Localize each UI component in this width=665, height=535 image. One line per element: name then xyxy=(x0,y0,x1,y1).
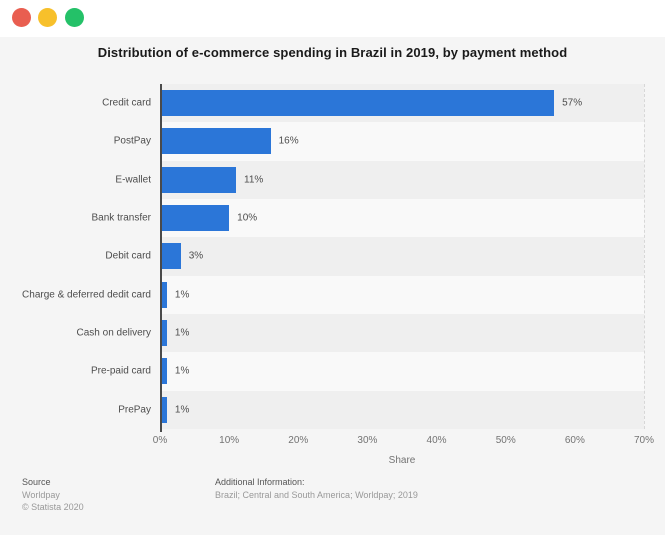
value-label: 1% xyxy=(174,327,190,339)
bar-row: PostPay 16% xyxy=(114,122,644,161)
bar xyxy=(160,128,271,155)
y-axis-line xyxy=(160,84,162,432)
source-block: Source Worldpay © Statista 2020 xyxy=(22,477,84,514)
value-label: 1% xyxy=(174,289,190,301)
x-tick-label: 40% xyxy=(426,435,447,446)
category-label: Debit card xyxy=(105,250,151,262)
additional-info-block: Additional Information: Brazil; Central … xyxy=(215,477,418,502)
x-tick-label: 20% xyxy=(288,435,309,446)
bar-row: E-wallet 11% xyxy=(115,160,644,199)
bar-row: Cash on delivery 1% xyxy=(77,313,644,353)
bar xyxy=(160,320,167,347)
chart-title: Distribution of e-commerce spending in B… xyxy=(97,45,568,60)
gridline xyxy=(644,84,645,429)
value-label: 57% xyxy=(562,97,583,109)
x-tick-label: 70% xyxy=(633,435,655,446)
bar-row: Credit card 57% xyxy=(102,84,644,123)
bar xyxy=(160,396,167,423)
source-value: Worldpay xyxy=(22,490,60,500)
maximize-button[interactable] xyxy=(65,8,84,27)
bar-row: Pre-paid card 1% xyxy=(91,352,644,391)
bar xyxy=(160,205,230,232)
category-label: Credit card xyxy=(102,97,151,109)
bar-row: PrePay 1% xyxy=(118,390,644,429)
x-tick-label: 60% xyxy=(564,435,585,446)
x-axis-title: Share xyxy=(388,455,416,466)
value-label: 11% xyxy=(244,174,264,186)
value-label: 16% xyxy=(278,135,299,147)
value-label: 10% xyxy=(237,212,258,224)
value-label: 3% xyxy=(188,250,204,262)
close-button[interactable] xyxy=(12,8,31,27)
category-label: PostPay xyxy=(113,135,151,147)
chart-card: Distribution of e-commerce spending in B… xyxy=(0,37,665,535)
plot-area: Credit card 57% PostPay 16% E-wallet 11% Bank … xyxy=(22,84,645,429)
value-label: 1% xyxy=(174,404,190,416)
bar xyxy=(160,243,181,270)
bar-row: Bank transfer 10% xyxy=(92,198,644,238)
x-tick-label: 30% xyxy=(357,435,378,446)
category-label: Bank transfer xyxy=(91,212,151,224)
category-label: E-wallet xyxy=(115,174,151,186)
value-label: 1% xyxy=(174,365,190,377)
category-label: Charge & deferred dedit card xyxy=(22,289,151,301)
bar-row: Debit card 3% xyxy=(105,237,644,276)
bar xyxy=(160,90,555,117)
additional-info-value: Brazil; Central and South America; World… xyxy=(215,490,418,500)
category-label: PrePay xyxy=(118,404,151,416)
category-label: Pre-paid card xyxy=(90,365,151,377)
window-titlebar xyxy=(0,0,665,37)
category-label: Cash on delivery xyxy=(76,327,151,339)
x-axis-ticks: 0% 10% 20% 30% 40% 50% 60% 70% xyxy=(153,435,654,449)
x-tick-label: 50% xyxy=(495,435,516,446)
x-tick-label: 0% xyxy=(152,435,168,446)
bar xyxy=(160,166,237,193)
copyright-text: © Statista 2020 xyxy=(22,502,84,512)
additional-info-label: Additional Information: xyxy=(215,477,305,487)
minimize-button[interactable] xyxy=(38,8,57,27)
x-tick-label: 10% xyxy=(219,435,240,446)
source-label: Source xyxy=(22,477,51,487)
bar-row: Charge & deferred dedit card 1% xyxy=(22,275,644,314)
bar xyxy=(160,358,167,385)
bar xyxy=(160,281,167,308)
